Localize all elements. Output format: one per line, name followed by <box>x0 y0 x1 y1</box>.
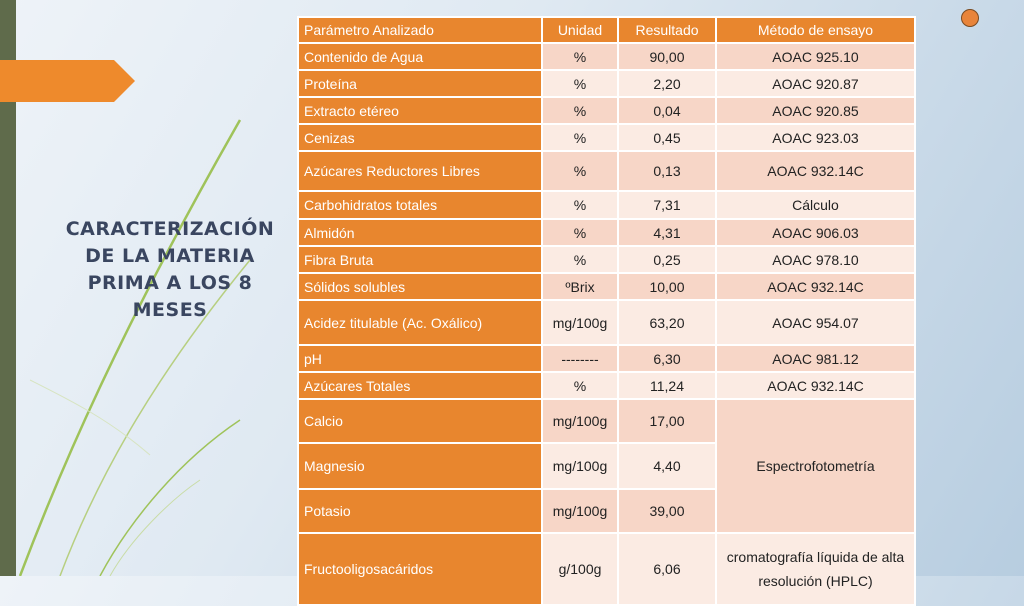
row-unit: -------- <box>541 344 619 373</box>
table-row: Fructooligosacáridos g/100g 6,06 cromato… <box>297 532 916 606</box>
table-row: Proteína % 2,20 AOAC 920.87 <box>297 69 916 98</box>
row-unit: % <box>541 218 619 247</box>
row-param: Potasio <box>297 488 543 534</box>
row-param: Fibra Bruta <box>297 245 543 274</box>
row-result: 4,31 <box>617 218 717 247</box>
row-method: AOAC 925.10 <box>715 42 916 71</box>
row-unit: mg/100g <box>541 398 619 444</box>
row-unit: % <box>541 96 619 125</box>
row-method: AOAC 978.10 <box>715 245 916 274</box>
row-method: AOAC 954.07 <box>715 299 916 346</box>
row-param: Azúcares Totales <box>297 371 543 400</box>
header-unit: Unidad <box>541 16 619 44</box>
row-param: Extracto etéreo <box>297 96 543 125</box>
row-result: 0,13 <box>617 150 717 192</box>
row-result: 90,00 <box>617 42 717 71</box>
table-row: Contenido de Agua % 90,00 AOAC 925.10 <box>297 42 916 71</box>
header-method: Método de ensayo <box>715 16 916 44</box>
row-result: 39,00 <box>617 488 717 534</box>
header-param: Parámetro Analizado <box>297 16 543 44</box>
table-row: Sólidos solubles ºBrix 10,00 AOAC 932.14… <box>297 272 916 301</box>
row-unit: % <box>541 190 619 220</box>
table-row: Magnesio mg/100g 4,40 <box>297 442 915 490</box>
table-row: Azúcares Reductores Libres % 0,13 AOAC 9… <box>297 150 916 192</box>
row-param: Sólidos solubles <box>297 272 543 301</box>
row-result: 4,40 <box>617 442 717 490</box>
row-result: 17,00 <box>617 398 717 444</box>
row-method: AOAC 920.85 <box>715 96 916 125</box>
row-unit: % <box>541 150 619 192</box>
row-method: AOAC 920.87 <box>715 69 916 98</box>
row-param: Azúcares Reductores Libres <box>297 150 543 192</box>
row-result: 6,30 <box>617 344 717 373</box>
orange-arrow-icon <box>0 60 135 102</box>
row-unit: mg/100g <box>541 299 619 346</box>
row-method: Cálculo <box>715 190 916 220</box>
row-unit: ºBrix <box>541 272 619 301</box>
table-row: Fibra Bruta % 0,25 AOAC 978.10 <box>297 245 916 274</box>
row-method: AOAC 932.14C <box>715 150 916 192</box>
row-method: AOAC 932.14C <box>715 272 916 301</box>
slide-title: CARACTERIZACIÓN DE LA MATERIA PRIMA A LO… <box>65 218 275 321</box>
row-result: 7,31 <box>617 190 717 220</box>
row-result: 11,24 <box>617 371 717 400</box>
decorative-leaf-stems <box>18 119 251 576</box>
table-row: Cenizas % 0,45 AOAC 923.03 <box>297 123 916 152</box>
table-header-row: Parámetro Analizado Unidad Resultado Mét… <box>297 16 916 44</box>
orange-circle-icon <box>961 9 979 27</box>
row-unit: mg/100g <box>541 442 619 490</box>
row-method: AOAC 906.03 <box>715 218 916 247</box>
analysis-table: Parámetro Analizado Unidad Resultado Mét… <box>297 16 916 606</box>
table-row: Potasio mg/100g 39,00 <box>297 488 915 534</box>
row-method: AOAC 923.03 <box>715 123 916 152</box>
row-param: Magnesio <box>297 442 543 490</box>
row-method: AOAC 981.12 <box>715 344 916 373</box>
row-param: Contenido de Agua <box>297 42 543 71</box>
row-unit: % <box>541 42 619 71</box>
row-unit: % <box>541 69 619 98</box>
table-row: Calcio mg/100g 17,00 Espectrofotometría <box>297 398 916 534</box>
row-param: Fructooligosacáridos <box>297 532 543 606</box>
row-param: Acidez titulable (Ac. Oxálico) <box>297 299 543 346</box>
left-accent-bar <box>0 0 16 576</box>
table-row: Azúcares Totales % 11,24 AOAC 932.14C <box>297 371 916 400</box>
row-param: Proteína <box>297 69 543 98</box>
row-param: pH <box>297 344 543 373</box>
row-result: 10,00 <box>617 272 717 301</box>
row-result: 0,04 <box>617 96 717 125</box>
row-unit: % <box>541 245 619 274</box>
row-unit: % <box>541 371 619 400</box>
header-result: Resultado <box>617 16 717 44</box>
row-unit: g/100g <box>541 532 619 606</box>
row-method: AOAC 932.14C <box>715 371 916 400</box>
table-row: Extracto etéreo % 0,04 AOAC 920.85 <box>297 96 916 125</box>
row-method: cromatografía líquida de alta resolución… <box>715 532 916 606</box>
row-param: Cenizas <box>297 123 543 152</box>
row-result: 0,25 <box>617 245 717 274</box>
row-method-spectro: Espectrofotometría <box>715 398 916 534</box>
row-unit: mg/100g <box>541 488 619 534</box>
table-row: Almidón % 4,31 AOAC 906.03 <box>297 218 916 247</box>
row-result: 2,20 <box>617 69 717 98</box>
row-result: 0,45 <box>617 123 717 152</box>
table-row: pH -------- 6,30 AOAC 981.12 <box>297 344 916 373</box>
table-row: Acidez titulable (Ac. Oxálico) mg/100g 6… <box>297 299 916 346</box>
row-param: Carbohidratos totales <box>297 190 543 220</box>
row-unit: % <box>541 123 619 152</box>
row-result: 63,20 <box>617 299 717 346</box>
row-result: 6,06 <box>617 532 717 606</box>
row-param: Almidón <box>297 218 543 247</box>
row-param: Calcio <box>297 398 543 444</box>
table-row: Carbohidratos totales % 7,31 Cálculo <box>297 190 916 220</box>
